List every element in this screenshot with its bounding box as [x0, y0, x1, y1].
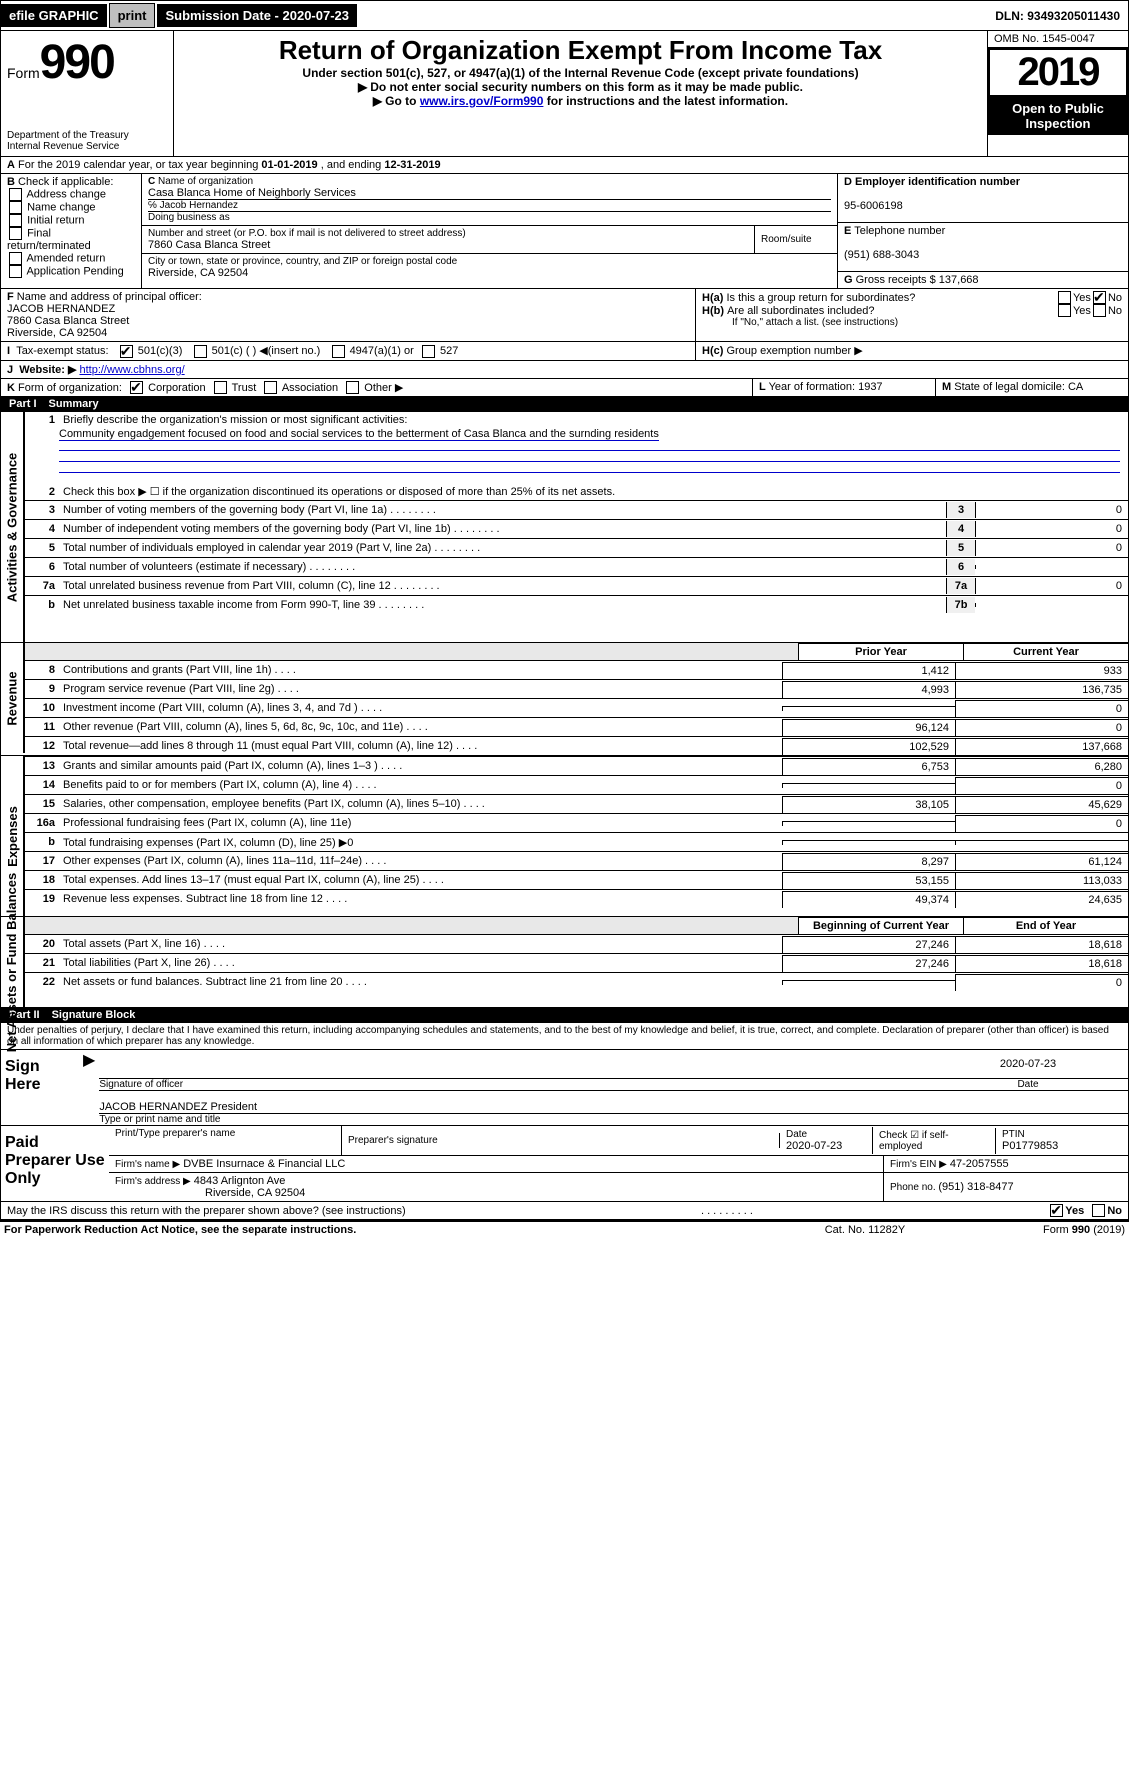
section-c: C Name of organization Casa Blanca Home …	[142, 174, 837, 226]
sign-here: Sign Here	[1, 1050, 79, 1125]
omb-number: OMB No. 1545-0047	[988, 31, 1128, 48]
city-address: City or town, state or province, country…	[142, 254, 837, 281]
open-inspection: Open to Public Inspection	[988, 97, 1128, 135]
section-i: I Tax-exempt status: 501(c)(3) 501(c) ( …	[1, 342, 696, 360]
goto-note: Go to www.irs.gov/Form990 for instructio…	[180, 94, 981, 108]
section-e: E Telephone number(951) 688-3043	[838, 223, 1128, 272]
dept-label: Department of the Treasury	[7, 130, 167, 141]
side-ag: Activities & Governance	[5, 452, 20, 602]
efile-label: efile GRAPHIC	[1, 4, 107, 27]
section-m: M State of legal domicile: CA	[936, 379, 1128, 397]
top-toolbar: efile GRAPHIC print Submission Date - 20…	[0, 0, 1129, 31]
footer-cat: Cat. No. 11282Y	[765, 1224, 965, 1236]
section-k: K Form of organization: Corporation Trus…	[1, 379, 753, 397]
dln-label: DLN: 93493205011430	[987, 5, 1128, 27]
discuss-line: May the IRS discuss this return with the…	[1, 1202, 1128, 1219]
form-number: Form990	[7, 35, 167, 90]
website-link[interactable]: http://www.cbhns.org/	[79, 364, 184, 376]
part-i-header: Part ISummary	[1, 396, 1128, 412]
print-button[interactable]: print	[109, 3, 156, 28]
officer-name: JACOB HERNANDEZ President	[99, 1101, 257, 1113]
section-d: D Employer identification number95-60061…	[838, 174, 1128, 223]
side-exp: Expenses	[5, 806, 20, 867]
street-address: Number and street (or P.O. box if mail i…	[142, 226, 755, 253]
section-f: F Name and address of principal officer:…	[1, 289, 696, 341]
mission-text: Community engadgement focused on food an…	[59, 428, 659, 441]
submission-label: Submission Date - 2020-07-23	[157, 4, 357, 27]
declaration: Under penalties of perjury, I declare th…	[1, 1023, 1128, 1049]
section-hc: H(c) Group exemption number ▶	[696, 342, 1128, 360]
footer-form: Form 990 (2019)	[965, 1224, 1125, 1236]
line-1: Briefly describe the organization's miss…	[59, 412, 1128, 428]
irs-link[interactable]: www.irs.gov/Form990	[420, 94, 544, 108]
hdr-end: End of Year	[963, 917, 1128, 934]
hdr-beg: Beginning of Current Year	[798, 917, 963, 934]
hdr-curr: Current Year	[963, 643, 1128, 660]
side-na: Net Assets or Fund Balances	[5, 872, 20, 1051]
section-g: G Gross receipts $ 137,668	[838, 272, 1128, 288]
section-l: L Year of formation: 1937	[753, 379, 936, 397]
section-h: H(a) Is this a group return for subordin…	[696, 289, 1128, 341]
irs-label: Internal Revenue Service	[7, 141, 167, 152]
line-a: A For the 2019 calendar year, or tax yea…	[1, 157, 447, 173]
form-subtitle: Under section 501(c), 527, or 4947(a)(1)…	[180, 66, 981, 80]
type-name-lbl: Type or print name and title	[99, 1114, 1128, 1125]
paid-preparer: Paid Preparer Use Only	[1, 1126, 109, 1201]
sig-officer-lbl: Signature of officer	[99, 1079, 928, 1090]
side-rev: Revenue	[5, 671, 20, 725]
hdr-prior: Prior Year	[798, 643, 963, 660]
tax-year: 2019	[988, 48, 1128, 97]
footer-left: For Paperwork Reduction Act Notice, see …	[4, 1224, 765, 1236]
ssn-note: Do not enter social security numbers on …	[180, 80, 981, 94]
sig-date: 2020-07-23	[928, 1058, 1128, 1070]
section-j: J Website: ▶ http://www.cbhns.org/	[1, 361, 191, 378]
room-suite: Room/suite	[761, 234, 831, 245]
form-title: Return of Organization Exempt From Incom…	[180, 35, 981, 66]
part-ii-header: Part IISignature Block	[1, 1007, 1128, 1023]
line-2: Check this box ▶ ☐ if the organization d…	[59, 483, 1128, 500]
section-b: B Check if applicable: Address change Na…	[1, 174, 142, 288]
